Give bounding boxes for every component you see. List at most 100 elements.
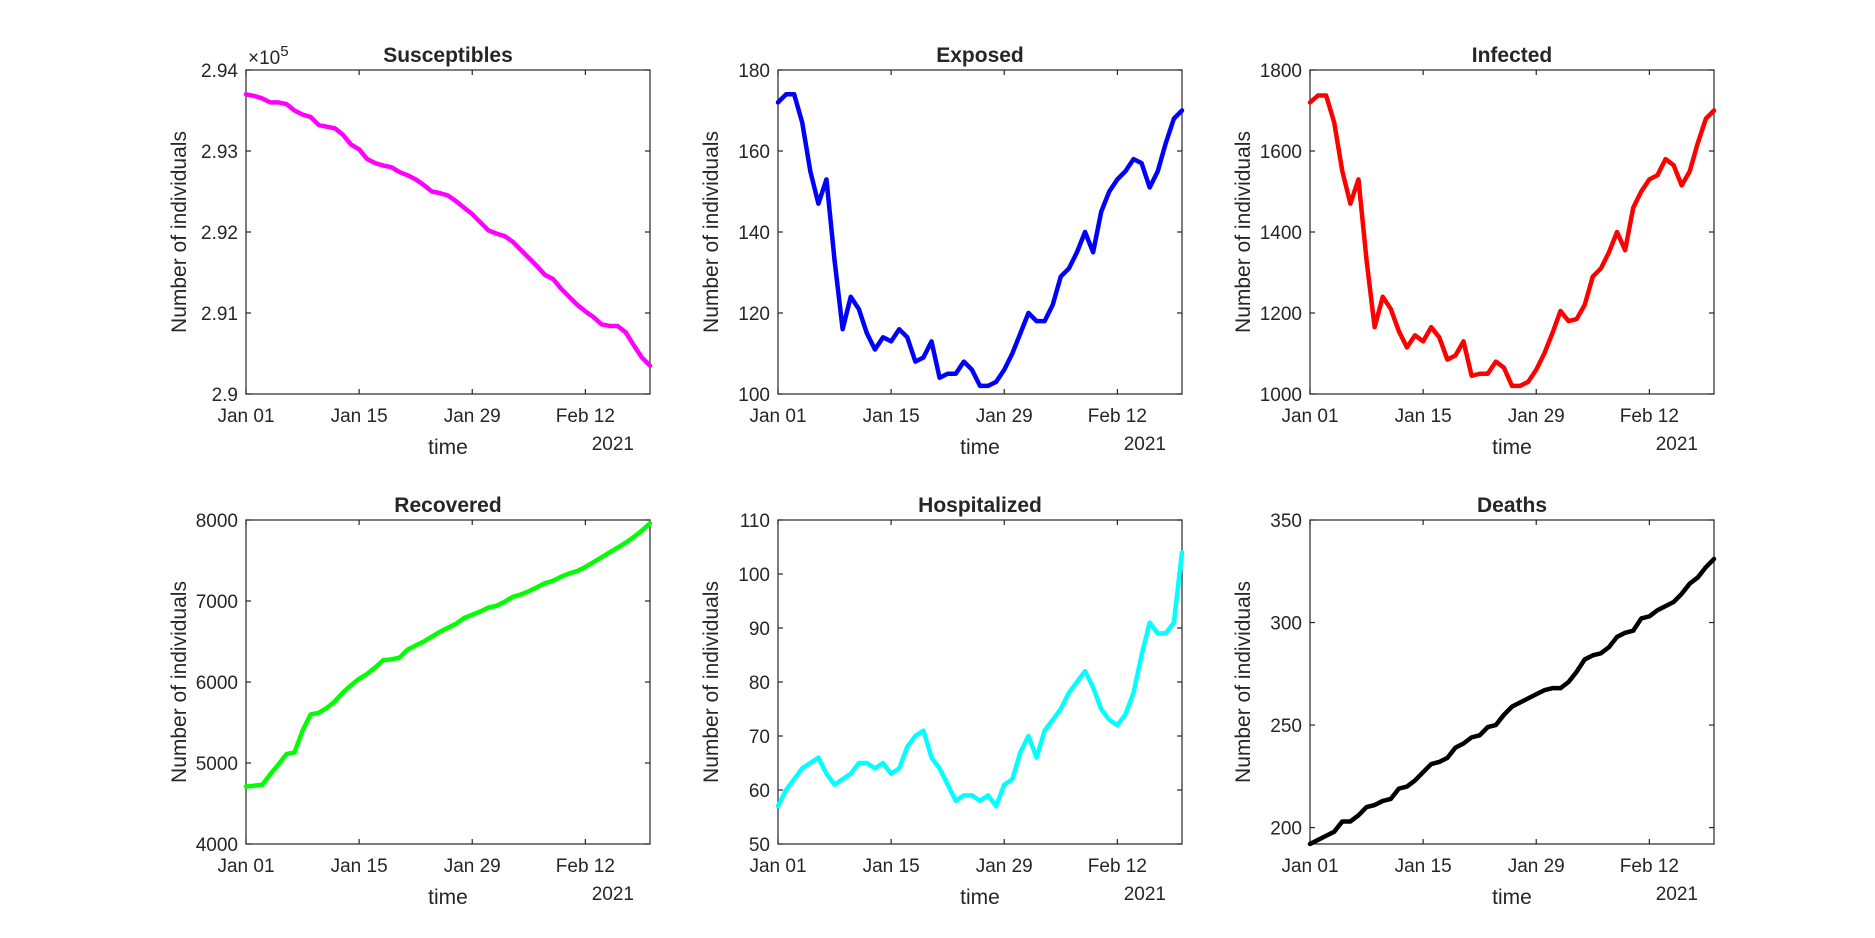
x-tick-label: Jan 01: [217, 856, 274, 877]
x-tick-label: Feb 12: [556, 406, 615, 427]
x-axis-label: time: [428, 436, 468, 459]
chart-title: Hospitalized: [918, 494, 1042, 517]
axes-frame: [777, 519, 1183, 845]
y-tick-label: 80: [749, 673, 770, 694]
x-tick-label: Feb 12: [1620, 406, 1679, 427]
series-line-recovered: [243, 520, 653, 789]
x-tick-label: Jan 29: [1508, 406, 1565, 427]
panel-exposed: 100 120 140 160 180 Jan 01 Jan 15 Jan 29 Feb 12 E…: [700, 44, 1185, 459]
y-tick-label: 6000: [196, 673, 238, 694]
chart-title: Recovered: [394, 494, 501, 517]
y-axis-label: Number of individuals: [700, 131, 723, 333]
y-tick-label: 1000: [1260, 385, 1302, 406]
x-tick-label: Jan 15: [331, 856, 388, 877]
x-tick-label: Jan 15: [331, 406, 388, 427]
chart-title: Infected: [1472, 44, 1553, 67]
x-tick-label: Jan 01: [749, 406, 806, 427]
y-exponent-label: ×105: [248, 43, 289, 69]
chart-title: Deaths: [1477, 494, 1547, 517]
y-tick-label: 2.91: [201, 304, 238, 325]
y-tick-label: 300: [1270, 614, 1302, 635]
y-axis-label: Number of individuals: [700, 581, 723, 783]
panel-infected: 1000 1200 1400 1600 1800 Jan 01 Jan 15 Jan 29 Fe…: [1232, 44, 1717, 459]
panel-deaths: 200 250 300 350 Jan 01 Jan 15 Jan 29 Feb 12 Deat…: [1232, 494, 1717, 909]
x-year-label: 2021: [1656, 434, 1698, 455]
y-tick-label: 160: [738, 142, 770, 163]
y-tick-label: 4000: [196, 835, 238, 856]
series-line-deaths: [1307, 556, 1717, 847]
y-tick-label: 140: [738, 223, 770, 244]
axes-frame: [245, 69, 651, 395]
x-axis-label: time: [1492, 886, 1532, 909]
y-tick-label: 5000: [196, 754, 238, 775]
axes-frame: [777, 69, 1183, 395]
axes-frame: [1309, 519, 1715, 845]
y-tick-label: 250: [1270, 716, 1302, 737]
axes-frame: [245, 519, 651, 845]
x-year-label: 2021: [1656, 884, 1698, 905]
y-tick-label: 180: [738, 61, 770, 82]
y-tick-label: 1400: [1260, 223, 1302, 244]
y-tick-label: 60: [749, 781, 770, 802]
x-axis-label: time: [428, 886, 468, 909]
y-tick-label: 2.94: [201, 61, 238, 82]
y-tick-label: 2.92: [201, 223, 238, 244]
y-axis-label: Number of individuals: [1232, 581, 1255, 783]
x-year-label: 2021: [1124, 884, 1166, 905]
x-tick-label: Jan 29: [1508, 856, 1565, 877]
x-tick-label: Jan 29: [976, 856, 1033, 877]
y-tick-label: 90: [749, 619, 770, 640]
y-tick-label: 70: [749, 727, 770, 748]
y-tick-label: 1200: [1260, 304, 1302, 325]
x-tick-label: Jan 15: [1395, 856, 1452, 877]
exponent-power: 5: [280, 43, 288, 60]
x-year-label: 2021: [592, 434, 634, 455]
y-tick-label: 7000: [196, 592, 238, 613]
x-tick-label: Jan 29: [976, 406, 1033, 427]
series-line-exposed: [775, 92, 1185, 389]
axes-frame: [1309, 69, 1715, 395]
x-tick-label: Jan 15: [1395, 406, 1452, 427]
x-tick-label: Feb 12: [1620, 856, 1679, 877]
panel-recovered: 4000 5000 6000 7000 8000 Jan 01 Jan 15 Jan 29 Fe…: [168, 494, 653, 909]
y-axis-label: Number of individuals: [168, 131, 191, 333]
x-tick-label: Jan 29: [444, 856, 501, 877]
x-tick-label: Jan 15: [863, 406, 920, 427]
y-tick-label: 100: [738, 565, 770, 586]
series-line-infected: [1307, 93, 1717, 389]
panel-hospitalized: 50 60 70 80 90 100 110 Jan 01 Jan 15 Jan 29 Feb 12…: [700, 494, 1185, 909]
x-axis-label: time: [960, 886, 1000, 909]
x-year-label: 2021: [1124, 434, 1166, 455]
exponent-base: ×10: [248, 48, 280, 69]
x-year-label: 2021: [592, 884, 634, 905]
x-tick-label: Jan 01: [1281, 406, 1338, 427]
y-tick-label: 2.9: [212, 385, 238, 406]
x-tick-label: Jan 01: [749, 856, 806, 877]
x-tick-label: Jan 15: [863, 856, 920, 877]
chart-title: Exposed: [936, 44, 1024, 67]
y-tick-label: 120: [738, 304, 770, 325]
x-tick-label: Jan 29: [444, 406, 501, 427]
y-tick-label: 1800: [1260, 61, 1302, 82]
y-tick-label: 2.93: [201, 142, 238, 163]
x-tick-label: Feb 12: [556, 856, 615, 877]
y-tick-label: 200: [1270, 819, 1302, 840]
chart-title: Susceptibles: [383, 44, 513, 67]
x-tick-label: Feb 12: [1088, 406, 1147, 427]
y-tick-label: 8000: [196, 511, 238, 532]
x-tick-label: Jan 01: [1281, 856, 1338, 877]
series-line-hospitalized: [775, 550, 1185, 809]
x-tick-label: Feb 12: [1088, 856, 1147, 877]
x-axis-label: time: [1492, 436, 1532, 459]
y-tick-label: 50: [749, 835, 770, 856]
y-axis-label: Number of individuals: [1232, 131, 1255, 333]
x-tick-label: Jan 01: [217, 406, 274, 427]
y-tick-label: 350: [1270, 511, 1302, 532]
series-line-susceptibles: [243, 92, 653, 368]
y-axis-label: Number of individuals: [168, 581, 191, 783]
y-tick-label: 1600: [1260, 142, 1302, 163]
y-tick-label: 100: [738, 385, 770, 406]
panel-susceptibles: 2.9 2.91 2.92 2.93 2.94 Jan 01 Jan 15 Jan 29 Feb…: [168, 43, 653, 459]
x-axis-label: time: [960, 436, 1000, 459]
